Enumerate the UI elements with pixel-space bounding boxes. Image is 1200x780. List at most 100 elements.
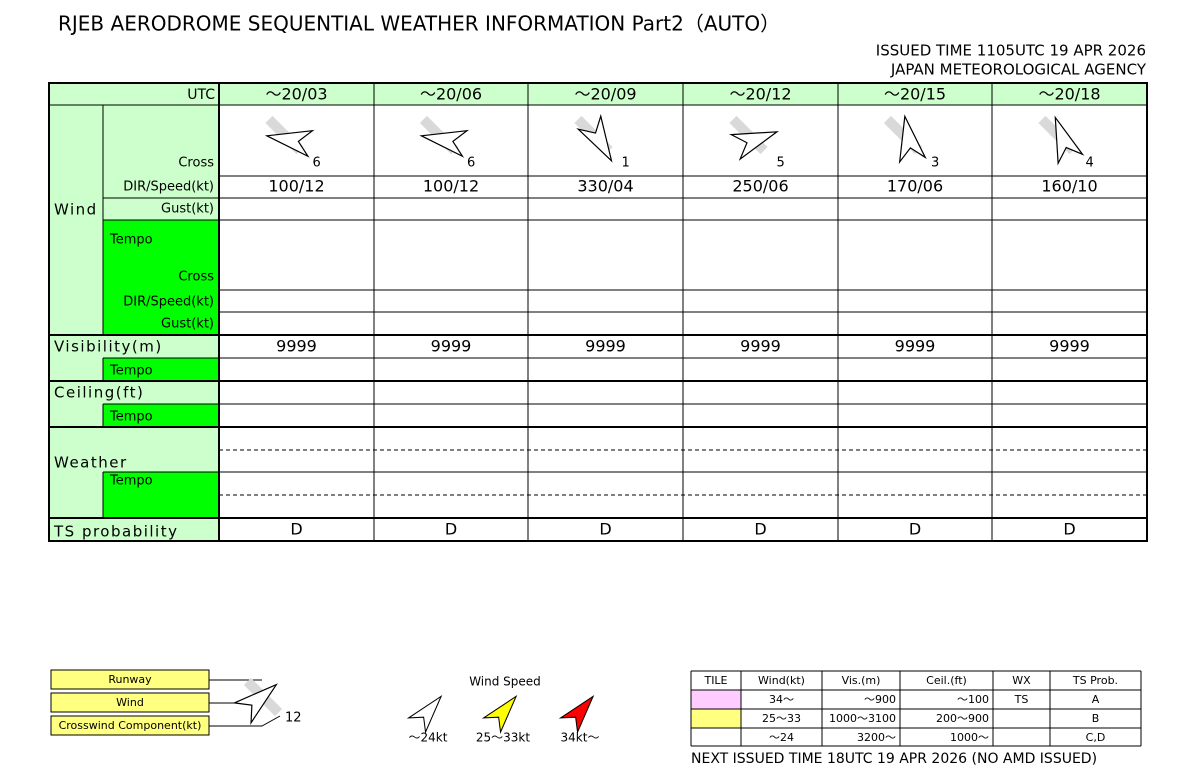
legend-header: TILE (703, 674, 727, 687)
row-label: DIR/Speed(kt) (123, 295, 214, 310)
wind-arrow (1054, 115, 1085, 166)
arrow-shape (406, 694, 443, 735)
ts-probability: D (290, 520, 302, 539)
ts-probability: D (909, 520, 921, 539)
tile-swatch (691, 690, 741, 709)
issued-time: ISSUED TIME 1105UTC 19 APR 2026 (876, 42, 1146, 60)
crosswind: 5 (777, 156, 785, 171)
crosswind: 1 (622, 156, 630, 171)
row-label: Cross (178, 156, 214, 171)
tile-swatch (691, 709, 741, 728)
legend-cell: 1000～ (950, 731, 989, 744)
time: ～20/15 (884, 85, 946, 104)
legend-cell: C,D (1086, 731, 1106, 744)
legend-cell: ～24 (769, 731, 794, 744)
legend-header: Ceil.(ft) (926, 674, 967, 687)
speed-arrow (558, 694, 595, 735)
wind-dir-speed: 100/12 (268, 177, 324, 196)
legend-header: TS Prob. (1072, 674, 1118, 687)
ts-label: TS probability (53, 523, 178, 541)
row-label: Gust(kt) (161, 202, 214, 217)
legend-header: WX (1012, 674, 1031, 687)
row-label: Tempo (109, 410, 153, 425)
wind-arrow (419, 129, 470, 158)
agency: JAPAN METEOROLOGICAL AGENCY (890, 61, 1147, 79)
title: RJEB AERODROME SEQUENTIAL WEATHER INFORM… (58, 12, 780, 36)
crosswind: 4 (1086, 156, 1094, 171)
header-bg (683, 83, 838, 105)
row-label: Tempo (109, 233, 153, 248)
speed-label: 25～33kt (476, 731, 530, 745)
row-label: DIR/Speed(kt) (123, 180, 214, 195)
ts-probability: D (754, 520, 766, 539)
tempo-bg (103, 358, 219, 381)
crosswind: 3 (931, 156, 939, 171)
arrow-shape (232, 683, 279, 725)
speed-title: Wind Speed (469, 675, 541, 689)
speed-label: ～24kt (409, 731, 448, 745)
speed-label: 34kt～ (561, 731, 600, 745)
header-bg (528, 83, 683, 105)
visibility: 9999 (740, 337, 781, 356)
arrow-shape (481, 694, 518, 735)
ts-probability: D (1063, 520, 1075, 539)
next-issued: NEXT ISSUED TIME 18UTC 19 APR 2026 (NO A… (691, 751, 1097, 767)
legend-cell: ～900 (864, 693, 896, 706)
wind-dir-speed: 250/06 (732, 177, 788, 196)
wind-arrow (232, 683, 279, 725)
legend-cell: 34～ (769, 693, 794, 706)
tempo-bg (103, 472, 219, 518)
header-bg (49, 83, 219, 105)
ceiling-label: Ceiling(ft) (54, 384, 144, 402)
legend-header: Wind(kt) (758, 674, 805, 687)
header-bg (838, 83, 992, 105)
visibility: 9999 (895, 337, 936, 356)
visibility: 9999 (585, 337, 626, 356)
arrow-shape (729, 131, 780, 161)
wind-dir-speed: 330/04 (577, 177, 633, 196)
time: ～20/06 (420, 85, 482, 104)
visibility: 9999 (1049, 337, 1090, 356)
arrow-shape (558, 694, 595, 735)
legend-label: Wind (116, 696, 144, 709)
table-border (48, 82, 1148, 542)
wind-arrow (898, 114, 927, 165)
legend-label: Crosswind Component(kt) (59, 719, 202, 732)
tempo-bg (103, 404, 219, 427)
row-label: Tempo (109, 364, 153, 379)
weather-label: Weather (54, 454, 128, 472)
speed-arrow (406, 694, 443, 735)
legend-cell: 3200～ (857, 731, 896, 744)
visibility-label: Visibility(m) (54, 338, 163, 356)
legend-cross: 12 (285, 711, 302, 726)
arrow-shape (419, 129, 470, 158)
tempo-bg (103, 220, 219, 335)
visibility: 9999 (431, 337, 472, 356)
ts-probability: D (599, 520, 611, 539)
time: ～20/18 (1038, 85, 1100, 104)
wind-dir-speed: 100/12 (423, 177, 479, 196)
ts-probability: D (445, 520, 457, 539)
arrow-shape (1054, 115, 1085, 166)
row-label: Cross (178, 270, 214, 285)
legend-cell: TS (1014, 693, 1029, 706)
arrow-shape (898, 114, 927, 165)
arrow-shape (264, 129, 315, 158)
time: ～20/03 (265, 85, 327, 104)
legend-cell: 25～33 (762, 712, 801, 725)
legend-label: Runway (108, 673, 152, 686)
leader (209, 715, 281, 727)
wind-arrow (729, 131, 780, 161)
wind-dir-speed: 160/10 (1041, 177, 1097, 196)
header-bg (219, 83, 374, 105)
wind-label: Wind (54, 201, 98, 219)
wind-arrow (576, 113, 613, 163)
legend-cell: B (1092, 712, 1100, 725)
legend-cell: A (1092, 693, 1100, 706)
legend-cell: ～100 (957, 693, 989, 706)
time: ～20/09 (574, 85, 636, 104)
wind-arrow (264, 129, 315, 158)
visibility: 9999 (276, 337, 317, 356)
header-bg (992, 83, 1147, 105)
